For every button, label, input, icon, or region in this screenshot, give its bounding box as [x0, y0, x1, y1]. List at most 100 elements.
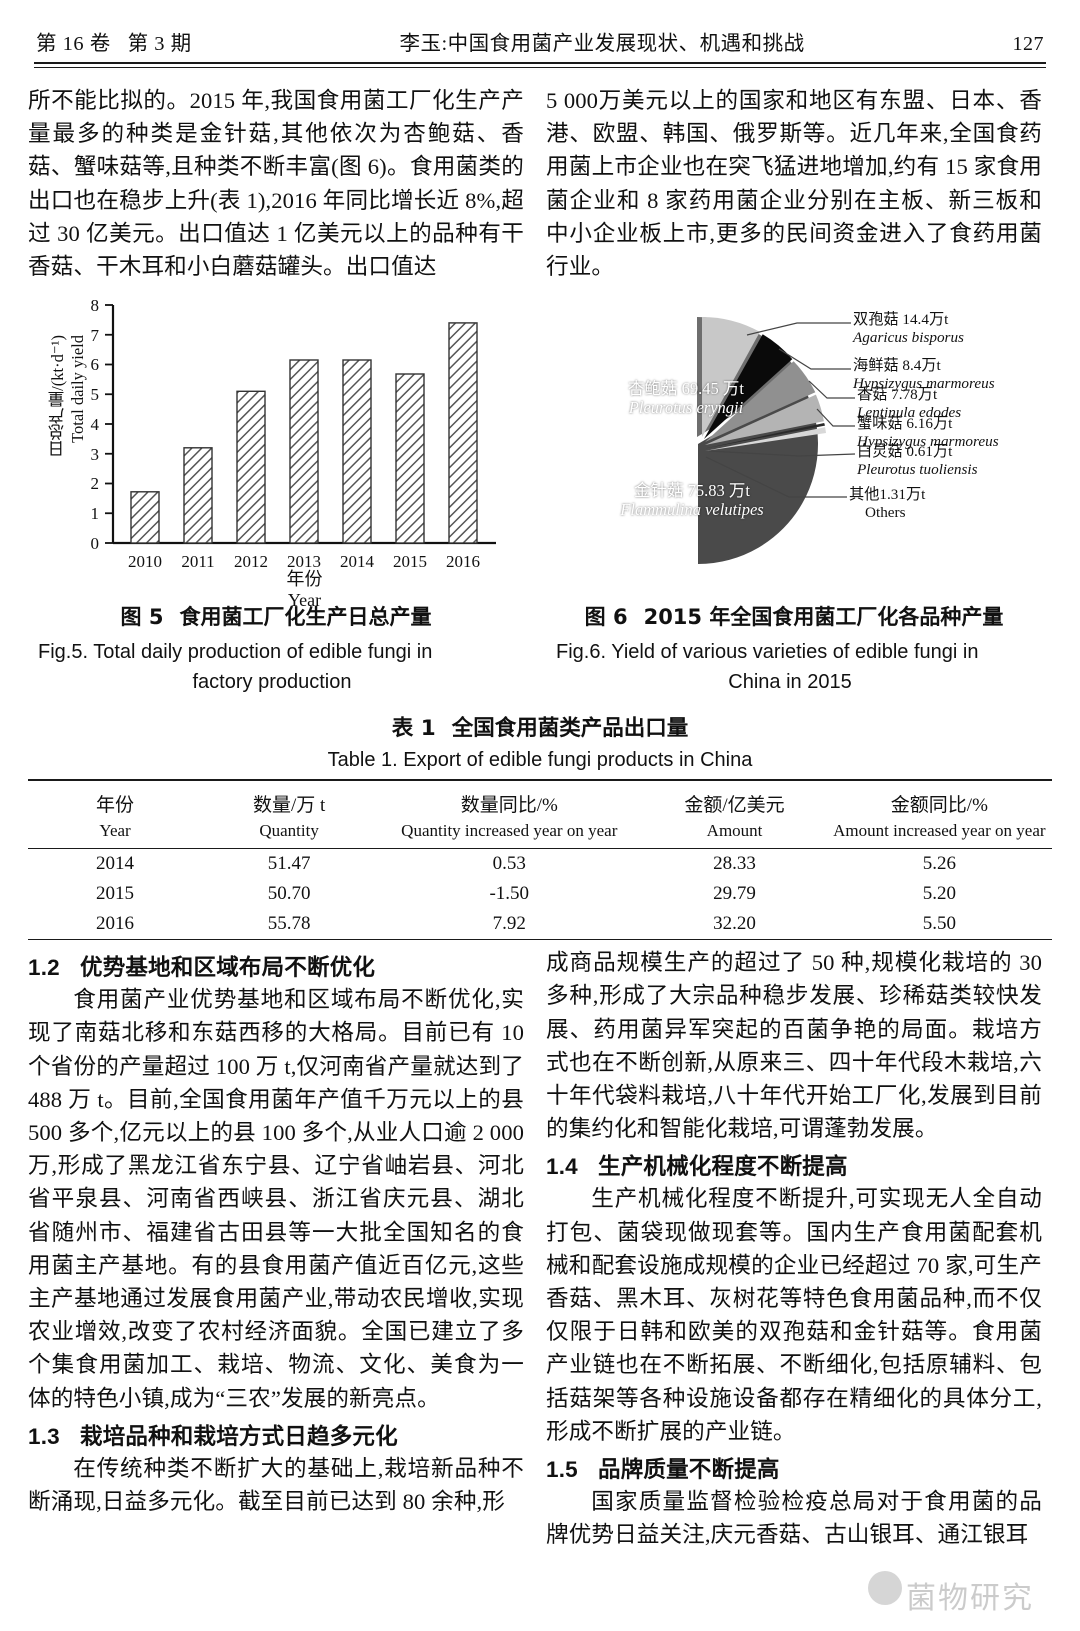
section-title-1-3: 栽培品种和栽培方式日趋多元化	[80, 1423, 398, 1450]
figure-5-title-cn: 食用菌工厂化生产日总产量	[179, 605, 432, 630]
col-header-quantity-cn: 数量/万 t	[202, 779, 377, 820]
right-paragraph-1: 5 000万美元以上的国家和地区有东盟、日本、香港、欧盟、韩国、俄罗斯等。近几年…	[546, 88, 1042, 280]
pie-callout-xieweigu: 蟹味菇 6.16万t Hypsizygus marmoreus	[857, 415, 999, 450]
figures-row: 日总产量/(kt·d⁻¹) Total daily yield	[28, 291, 1052, 697]
section-heading-1-2: 1.2 优势基地和区域布局不断优化	[28, 950, 524, 982]
svg-text:2014: 2014	[340, 552, 375, 571]
watermark-logo: 菌物研究	[866, 1559, 1056, 1623]
pie-callout-others: 其他1.31万t Others	[849, 486, 926, 521]
svg-text:1: 1	[91, 504, 100, 523]
pie-callout-shuangbaogu: 双孢菇 14.4万t Agaricus bisporus	[853, 311, 964, 346]
table-body: 2014 51.47 0.53 28.33 5.26 2015 50.70 -1…	[28, 849, 1052, 941]
col-header-year-cn: 年份	[28, 779, 203, 820]
svg-text:2010: 2010	[128, 552, 162, 571]
table-1-title-en: Table 1. Export of edible fungi products…	[327, 749, 753, 772]
svg-text:2012: 2012	[234, 552, 268, 571]
bottom-text-columns: 1.2 优势基地和区域布局不断优化 食用菌产业优势基地和区域布局不断优化,实现了南…	[28, 946, 1052, 1551]
cell-year: 2014	[96, 853, 135, 875]
svg-text:7: 7	[91, 326, 100, 345]
section-heading-1-5: 1.5 品牌质量不断提高	[546, 1452, 1042, 1484]
y-axis-label-cn: 日总产量/(kt·d⁻¹)	[48, 335, 67, 458]
cell-quantity-yoy: 7.92	[376, 909, 643, 941]
figure-6-caption-en-line2: China in 2015	[728, 671, 852, 694]
section-heading-1-3: 1.3 栽培品种和栽培方式日趋多元化	[28, 1419, 524, 1451]
svg-text:5: 5	[91, 385, 100, 404]
bar-chart-x-axis-title: 年份 Year	[113, 569, 496, 611]
table-row: 2014 51.47 0.53 28.33 5.26	[28, 849, 1052, 880]
watermark-circle-icon	[868, 1571, 902, 1605]
figure-6-caption-en-line1: Fig.6. Yield of various varieties of edi…	[556, 641, 979, 664]
cell-amount-yoy: 5.20	[922, 883, 956, 905]
left-paragraph-1: 所不能比拟的。2015 年,我国食用菌工厂化生产产量最多的种类是金针菇,其他依次…	[28, 88, 524, 280]
volume-issue: 第 16 卷 第 3 期	[36, 33, 192, 55]
table-1-block: 表 1 全国食用菌类产品出口量 Table 1. Export of edible…	[28, 711, 1052, 941]
cell-amount: 28.33	[713, 853, 756, 875]
table-row: 2016 55.78 7.92 32.20 5.50	[28, 909, 1052, 941]
paragraph-1-2: 食用菌产业优势基地和区域布局不断优化,实现了南菇北移和东菇西移的大格局。目前已有…	[28, 987, 524, 1411]
col-header-amount-yoy-cn: 金额同比/%	[826, 779, 1052, 820]
svg-text:2013: 2013	[287, 552, 321, 571]
table-row: 2015 50.70 -1.50 29.79 5.20	[28, 879, 1052, 909]
figure-6-number: 图 6	[584, 605, 628, 630]
svg-text:0: 0	[91, 534, 100, 553]
left-column-bottom: 1.2 优势基地和区域布局不断优化 食用菌产业优势基地和区域布局不断优化,实现了南…	[28, 946, 524, 1551]
paragraph-1-3: 在传统种类不断扩大的基础上,栽培新品种不断涌现,日益多元化。截至目前已达到 80…	[28, 1455, 524, 1515]
col-header-amount-en: Amount	[642, 819, 827, 850]
bar-chart-y-axis-label-en: Total daily yield	[68, 335, 99, 545]
top-text-columns: 所不能比拟的。2015 年,我国食用菌工厂化生产产量最多的种类是金针菇,其他依次…	[28, 84, 1052, 283]
col-header-amount-cn: 金额/亿美元	[642, 779, 827, 820]
figure-6-caption-en: Fig.6. Yield of various varieties of edi…	[546, 637, 1042, 697]
svg-text:6: 6	[91, 355, 100, 374]
pie-chart-svg	[697, 317, 856, 565]
x-axis-label-en: Year	[287, 590, 322, 611]
cell-quantity: 51.47	[267, 853, 311, 875]
cell-amount-yoy: 5.50	[826, 909, 1052, 941]
svg-text:4: 4	[91, 415, 100, 434]
section-number-1-3: 1.3	[28, 1423, 60, 1449]
figure-6-caption-cn: 图 6 2015 年全国食用菌工厂化各品种产量	[546, 601, 1042, 631]
figure-6-title-cn: 2015 年全国食用菌工厂化各品种产量	[643, 605, 1004, 630]
right-paragraph-2: 成商品规模生产的超过了 50 种,规模化栽培的 30 多种,形成了大宗品种稳步发…	[546, 950, 1042, 1142]
col-header-year-en: Year	[28, 819, 203, 850]
x-axis-label-cn: 年份	[286, 569, 323, 590]
cell-amount: 29.79	[713, 883, 756, 905]
figure-5-number: 图 5	[120, 605, 164, 630]
svg-text:2011: 2011	[181, 552, 214, 571]
cell-year: 2016	[28, 909, 203, 941]
pie-callout-haixiangu: 海鲜菇 8.4万t Hypsizygus marmoreus	[853, 357, 995, 392]
section-number-1-5: 1.5	[546, 1457, 578, 1483]
section-title-1-5: 品牌质量不断提高	[598, 1457, 780, 1484]
bar-chart: 日总产量/(kt·d⁻¹) Total daily yield	[41, 291, 511, 610]
section-heading-1-4: 1.4 生产机械化程度不断提高	[546, 1149, 1042, 1181]
left-column-top: 所不能比拟的。2015 年,我国食用菌工厂化生产产量最多的种类是金针菇,其他依次…	[28, 84, 524, 283]
cell-amount-yoy: 5.26	[922, 853, 956, 875]
running-head: 第 16 卷 第 3 期 李玉:中国食用菌产业发展现状、机遇和挑战 127	[28, 0, 1052, 62]
figure-6: 杏鲍菇 69.45 万t Pleurotus eryngii 金针菇 75.83 …	[546, 291, 1042, 697]
table-header-row-cn: 年份 数量/万 t 数量同比/% 金额/亿美元 金额同比/%	[28, 779, 1052, 820]
svg-text:2: 2	[91, 474, 100, 493]
col-header-quantity-yoy-cn: 数量同比/%	[376, 779, 643, 820]
col-header-amount-yoy-en: Amount increased year on year	[826, 819, 1052, 850]
header-rule	[34, 62, 1046, 68]
section-number-1-4: 1.4	[546, 1154, 578, 1180]
export-table: 年份 数量/万 t 数量同比/% 金额/亿美元 金额同比/% Year Quan…	[28, 779, 1052, 941]
figure-5-caption-en-line1: Fig.5. Total daily production of edible …	[38, 641, 433, 664]
figure-5-caption-cn: 图 5 食用菌工厂化生产日总产量	[28, 601, 524, 631]
pie-chart: 杏鲍菇 69.45 万t Pleurotus eryngii 金针菇 75.83 …	[559, 291, 1029, 591]
cell-quantity: 50.70	[267, 883, 311, 905]
bar-chart-svg: 0 1 2 3 4 5 6 7 8	[91, 296, 496, 571]
cell-quantity: 55.78	[202, 909, 377, 941]
pie-slice-label-jinzhengu: 金针菇 75.83 万t Flammulina velutipes	[620, 481, 764, 520]
figure-5-caption-en: Fig.5. Total daily production of edible …	[28, 637, 524, 697]
paragraph-1-5: 国家质量监督检验检疫总局对于食用菌的品牌优势日益关注,庆元香菇、古山银耳、通江银…	[546, 1489, 1042, 1548]
table-1-number: 表 1	[391, 716, 436, 742]
section-number-1-2: 1.2	[28, 955, 60, 981]
svg-text:8: 8	[91, 296, 100, 315]
pie-callout-bailinggu: 白灵菇 0.61万t Pleurotus tuoliensis	[857, 443, 978, 478]
paragraph-1-4: 生产机械化程度不断提升,可实现无人全自动打包、菌袋现做现套等。国内生产食用菌配套…	[546, 1186, 1042, 1444]
pie-slice-label-xingbaogu: 杏鲍菇 69.45 万t Pleurotus eryngii	[628, 379, 744, 418]
svg-text:2015: 2015	[393, 552, 427, 571]
right-column-bottom: 成商品规模生产的超过了 50 种,规模化栽培的 30 多种,形成了大宗品种稳步发…	[546, 946, 1042, 1551]
cell-amount: 32.20	[642, 909, 827, 941]
